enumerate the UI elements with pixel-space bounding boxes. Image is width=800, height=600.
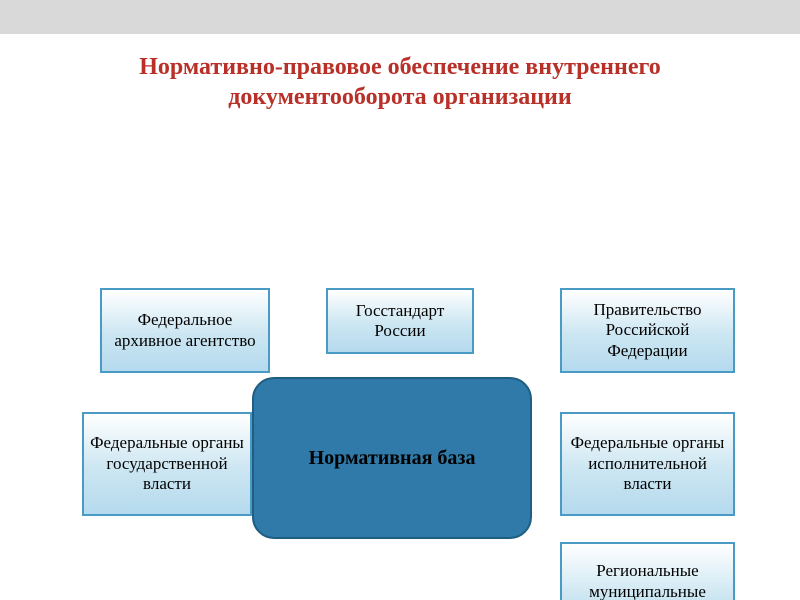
node-top-mid: Госстандарт России xyxy=(326,288,474,354)
node-bot-right: Региональные муниципальные органы власти xyxy=(560,542,735,600)
page-title: Нормативно-правовое обеспечение внутренн… xyxy=(0,52,800,112)
title-line1: Нормативно-правовое обеспечение внутренн… xyxy=(139,54,661,80)
diagram: Нормативная база Федеральное архивное аг… xyxy=(0,112,800,600)
node-top-mid-label: Госстандарт России xyxy=(334,301,466,342)
node-mid-right: Федеральные органы исполнительной власти xyxy=(560,412,735,516)
node-top-right-label: Правительство Российской Федерации xyxy=(568,300,727,361)
node-mid-left-label: Федеральные органы государственной власт… xyxy=(90,433,244,494)
center-node-label: Нормативная база xyxy=(309,446,476,470)
node-top-left-label: Федеральное архивное агентство xyxy=(108,310,262,351)
center-node: Нормативная база xyxy=(252,377,532,539)
node-top-left: Федеральное архивное агентство xyxy=(100,288,270,373)
title-line2: документооборота организации xyxy=(228,84,571,110)
node-mid-left: Федеральные органы государственной власт… xyxy=(82,412,252,516)
node-mid-right-label: Федеральные органы исполнительной власти xyxy=(568,433,727,494)
node-top-right: Правительство Российской Федерации xyxy=(560,288,735,373)
node-bot-right-label: Региональные муниципальные органы власти xyxy=(568,561,727,600)
top-bar xyxy=(0,0,800,34)
